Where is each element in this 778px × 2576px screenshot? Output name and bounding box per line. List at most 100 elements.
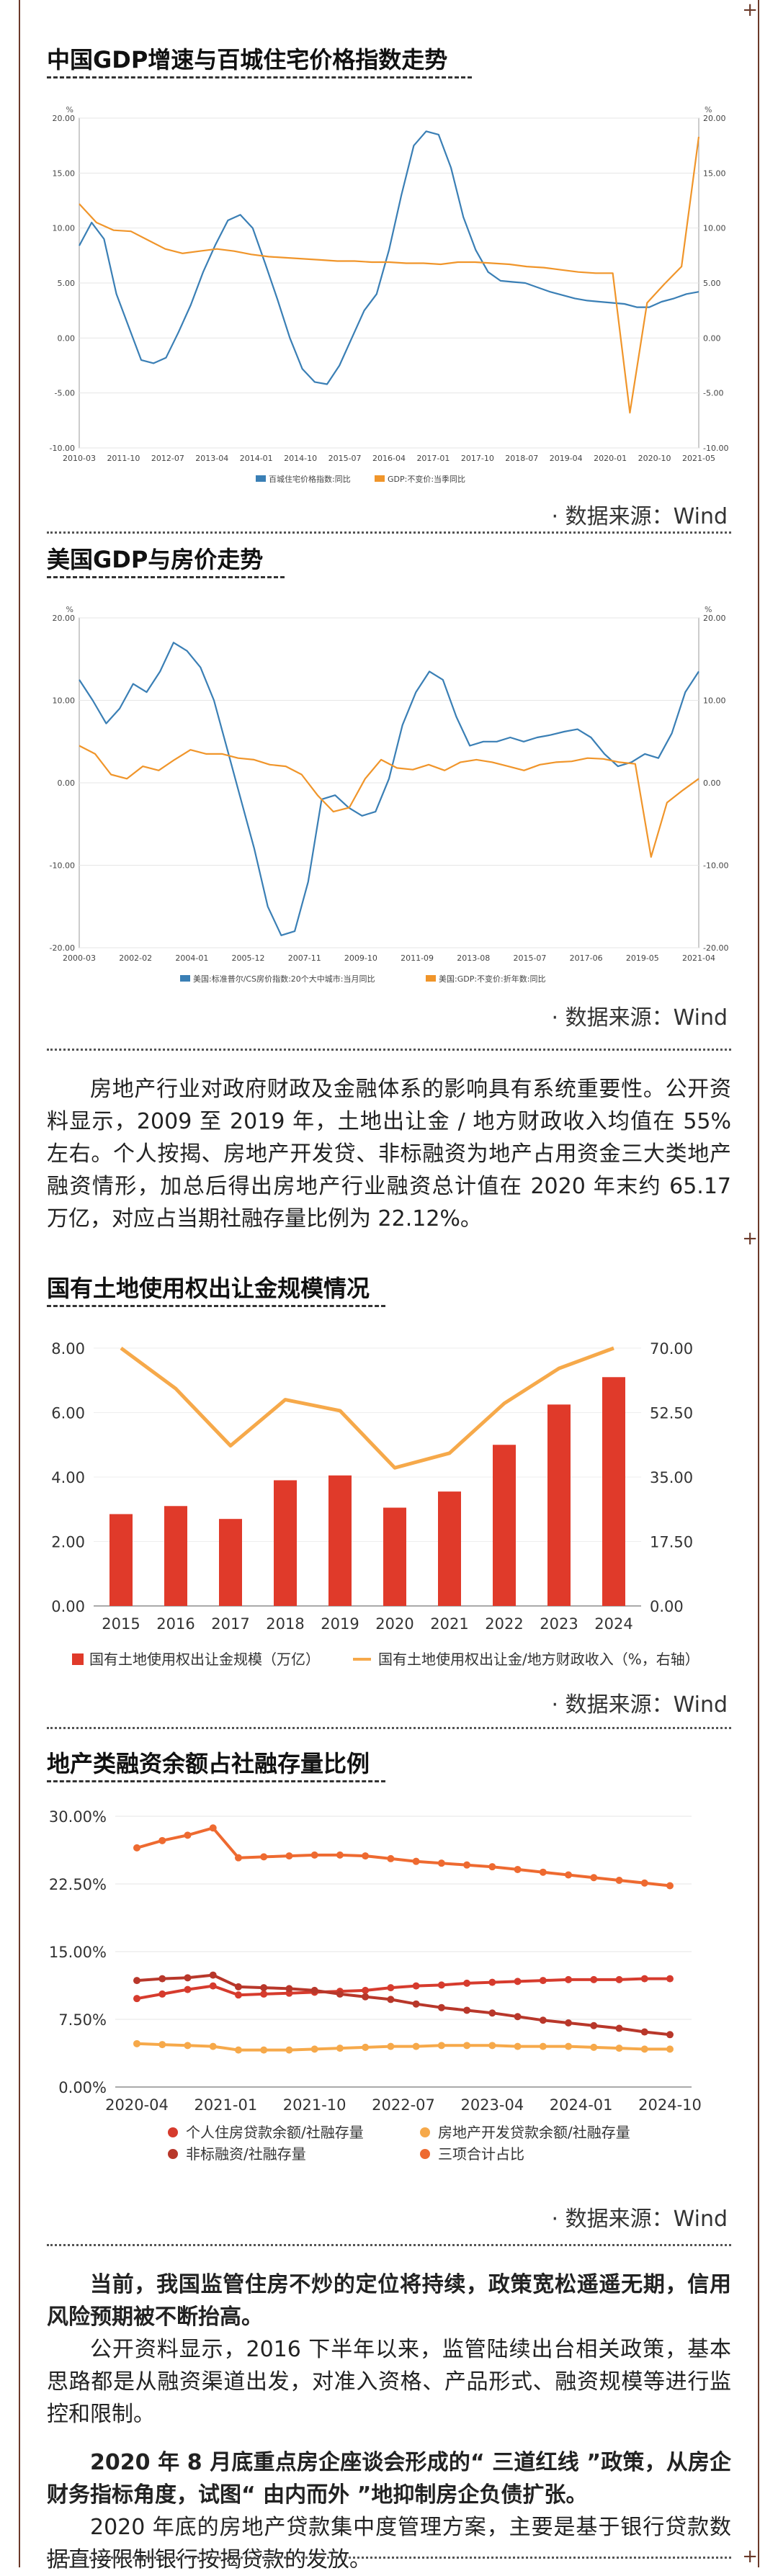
y2-tick-label: 70.00 (650, 1340, 693, 1357)
x-tick-label: 2017-06 (570, 953, 603, 963)
series-point-4 (615, 1876, 623, 1884)
bar (383, 1507, 406, 1606)
series-point-2 (640, 2045, 648, 2053)
paragraph-block-2: 当前，我国监管住房不炒的定位将持续，政策宽松遥遥无期，信用风险预期被不断抬高。 … (47, 2268, 731, 2576)
right-axis-unit: % (705, 105, 712, 115)
legend-label: 国有土地使用权出让金/地方财政收入（%，右轴） (378, 1651, 699, 1668)
left-axis-unit: % (66, 105, 73, 115)
series-line-2 (79, 136, 700, 414)
series-point-2 (362, 2043, 370, 2051)
y2-tick-label: 52.50 (650, 1405, 693, 1422)
right-frame-border (758, 0, 759, 2567)
series-point-1 (437, 1981, 445, 1989)
paragraph-1: 房地产行业对政府财政及金融体系的影响具有系统重要性。公开资料显示，2009 至 … (47, 1073, 731, 1235)
x-tick-label: 2021-04 (682, 953, 715, 963)
series-point-2 (310, 2045, 318, 2053)
y2-tick-label: -10.00 (703, 444, 728, 453)
x-tick-label: 2015-07 (328, 454, 362, 463)
x-tick-label: 2020-10 (638, 454, 671, 463)
series-point-2 (285, 2046, 293, 2054)
series-point-4 (437, 1859, 445, 1867)
legend-label: 美国:标准普尔/CS房价指数:20个大中城市:当月同比 (193, 974, 375, 984)
legend-label: 非标融资/社融存量 (186, 2145, 306, 2163)
series-point-2 (260, 2046, 268, 2054)
bar (164, 1506, 187, 1606)
x-tick-label: 2021-10 (283, 2096, 346, 2114)
y-tick-label: 0.00% (58, 2079, 107, 2096)
chart1-source: · 数据来源：Wind (551, 504, 728, 529)
series-point-2 (412, 2042, 420, 2050)
right-axis-unit: % (705, 605, 712, 614)
x-tick-label: 2021-05 (682, 454, 715, 463)
x-tick-label: 2016-04 (372, 454, 406, 463)
series-point-1 (514, 1978, 522, 1985)
x-tick-label: 2011-10 (107, 454, 140, 463)
series-point-4 (285, 1852, 293, 1860)
series-line-1 (79, 130, 699, 385)
chart3-source: · 数据来源：Wind (551, 1692, 728, 1718)
legend-label: 美国:GDP:不变价:折年数:同比 (439, 974, 545, 984)
corner-plus-mark: + (742, 2546, 758, 2567)
series-point-4 (539, 1868, 547, 1876)
series-point-1 (565, 1975, 573, 1983)
divider (47, 531, 731, 534)
bar (219, 1519, 242, 1606)
series-line-1 (136, 1977, 670, 2001)
series-point-2 (590, 2043, 598, 2051)
series-point-2 (234, 2046, 242, 2054)
series-point-2 (209, 2042, 217, 2050)
paragraph-5-text: 2020 年底的房地产贷款集中度管理方案，主要是基于银行贷款数据直接限制银行按揭… (47, 2515, 731, 2572)
series-point-1 (158, 1990, 166, 1998)
series-point-3 (158, 1975, 166, 1983)
series-point-3 (184, 1974, 192, 1982)
series-point-2 (184, 2042, 192, 2050)
y-tick-label: -20.00 (50, 943, 75, 953)
x-tick-label: 2020-04 (105, 2096, 169, 2114)
x-tick-label: 2018 (266, 1615, 304, 1633)
series-line-3 (136, 1973, 671, 2037)
series-point-2 (565, 2042, 573, 2050)
series-point-4 (184, 1831, 192, 1839)
divider (47, 2244, 731, 2246)
series-point-1 (234, 1991, 242, 1999)
x-tick-label: 2014-10 (284, 454, 317, 463)
series-point-3 (437, 2003, 445, 2011)
legend-swatch (168, 2149, 178, 2159)
chart1-title: 中国GDP增速与百城住宅价格指数走势 (47, 46, 448, 73)
series-point-4 (514, 1865, 522, 1873)
x-tick-label: 2009-10 (344, 953, 377, 963)
series-point-1 (260, 1990, 268, 1998)
series-point-1 (615, 1975, 623, 1983)
y-tick-label: 0.00 (51, 1598, 85, 1615)
legend-label: 房地产开发贷款余额/社融存量 (438, 2124, 630, 2141)
series-point-1 (539, 1977, 547, 1985)
y-tick-label: 15.00% (49, 1944, 107, 1961)
y-tick-label: 20.00 (53, 114, 76, 123)
divider (47, 1049, 731, 1051)
series-point-3 (234, 1983, 242, 1991)
series-point-4 (234, 1854, 242, 1862)
chart1-title-underline (47, 76, 472, 78)
series-point-3 (640, 2028, 648, 2036)
paragraph-3-text: 公开资料显示，2016 下半年以来，监管陆续出台相关政策，基本思路都是从融资渠道… (47, 2337, 731, 2427)
series-point-2 (488, 2042, 496, 2050)
x-tick-label: 2023-04 (460, 2096, 524, 2114)
series-point-3 (488, 2009, 496, 2017)
divider (47, 1727, 731, 1729)
series-point-3 (539, 2016, 547, 2024)
x-tick-label: 2005-12 (232, 953, 265, 963)
series-point-2 (666, 2045, 674, 2053)
x-tick-label: 2016 (156, 1615, 194, 1633)
y2-tick-label: 0.00 (703, 333, 721, 343)
left-axis-unit: % (66, 605, 73, 614)
series-point-1 (184, 1985, 192, 1993)
y-tick-label: 6.00 (51, 1405, 85, 1422)
y-tick-label: 4.00 (51, 1469, 85, 1486)
series-line-2 (79, 745, 699, 858)
chart2-source: · 数据来源：Wind (551, 1005, 728, 1031)
chart4-title: 地产类融资余额占社融存量比例 (47, 1750, 370, 1777)
series-point-2 (463, 2042, 471, 2050)
series-point-3 (209, 1971, 217, 1979)
y2-tick-label: 17.50 (650, 1534, 693, 1551)
legend-label: 国有土地使用权出让金规模（万亿） (89, 1651, 320, 1668)
